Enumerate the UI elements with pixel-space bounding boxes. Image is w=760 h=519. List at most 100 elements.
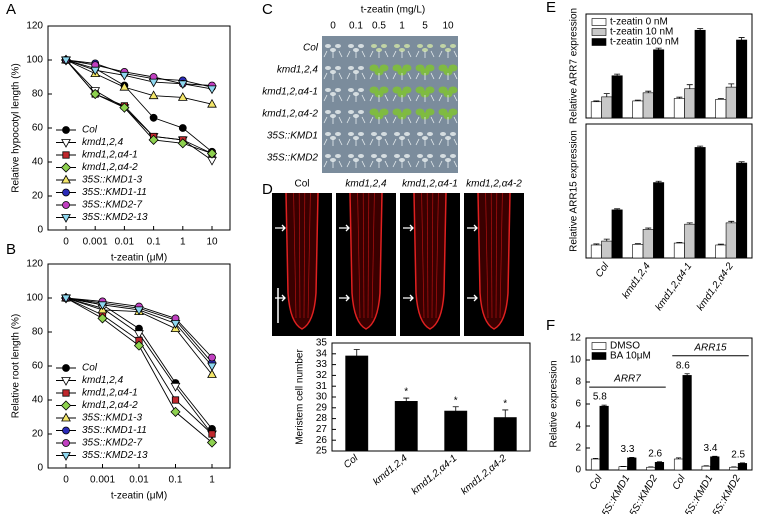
seedling	[325, 132, 331, 136]
y-tick-label: 26	[316, 435, 328, 446]
group-label: ARR7	[613, 374, 641, 385]
photo-row-label: 35S::KMD2	[267, 153, 319, 164]
marker	[63, 440, 70, 447]
y-tick-label: 27	[316, 424, 328, 435]
seedling	[335, 44, 341, 48]
y-tick-label: 2	[575, 443, 581, 454]
y-tick-label: 31	[316, 381, 328, 392]
y-axis-label: Relative root length (%)	[11, 314, 22, 419]
seedling	[371, 154, 377, 158]
bar	[395, 401, 417, 451]
marker	[179, 125, 186, 132]
legend-label: kmd1,2,4	[82, 375, 124, 386]
y-axis-label: Relative hypocotyl length (%)	[11, 63, 22, 193]
y-tick-label: 120	[26, 259, 43, 270]
legend-swatch	[592, 39, 606, 46]
y-tick-label: 25	[316, 446, 328, 457]
marker	[63, 202, 70, 209]
image-title: kmd1,2,α4-2	[466, 179, 522, 190]
seedling	[417, 44, 423, 48]
bar	[695, 30, 705, 118]
seedling	[403, 87, 412, 94]
marker	[150, 114, 157, 121]
y-axis-label: Relative ARR15 expression	[569, 130, 580, 252]
seedling	[358, 132, 364, 136]
seedling	[348, 154, 354, 158]
photo-title: t-zeatin (mg/L)	[361, 5, 425, 16]
bar	[674, 459, 683, 470]
seedling	[380, 109, 389, 116]
y-tick-label: 120	[26, 21, 43, 32]
y-tick-label: 29	[316, 402, 328, 413]
legend-label: 35S::KMD2-7	[82, 200, 142, 211]
y-tick-label: 80	[32, 89, 44, 100]
photo-column-label: 0.5	[372, 21, 386, 32]
group-label: ARR15	[693, 342, 727, 353]
bar	[726, 87, 736, 118]
seedling	[325, 66, 331, 70]
seedling	[348, 66, 354, 70]
bar	[695, 147, 705, 258]
legend-label: 35S::KMD2-13	[82, 212, 148, 223]
x-tick-label: 0.001	[90, 475, 115, 486]
bar	[738, 463, 747, 470]
seedling	[403, 65, 412, 72]
seedling	[325, 88, 331, 92]
image-title: kmd1,2,α4-1	[402, 179, 458, 190]
y-tick-label: 34	[316, 348, 328, 359]
photo-column-label: 10	[442, 21, 454, 32]
marker	[63, 152, 69, 158]
seedling	[394, 132, 400, 136]
photo-column-label: 5	[422, 21, 428, 32]
photo-column-label: 1	[399, 21, 405, 32]
seedling	[449, 109, 458, 116]
seedling	[426, 65, 435, 72]
seedling	[335, 154, 341, 158]
y-tick-label: 40	[32, 395, 44, 406]
bar	[591, 245, 601, 258]
panel-letter: A	[6, 1, 16, 18]
marker	[172, 397, 178, 403]
legend-label: 35S::KMD1-3	[82, 175, 142, 186]
seedling	[381, 44, 387, 48]
photo-row-label: kmd1,2,α4-2	[262, 109, 318, 120]
legend-label: kmd1,2,4	[82, 137, 124, 148]
root-outline	[350, 193, 382, 329]
legend-label: t-zeatin 100 nM	[610, 37, 679, 48]
seedling	[404, 154, 410, 158]
bar	[736, 163, 746, 258]
annotation: 5.8	[593, 392, 607, 403]
y-tick-label: 20	[32, 429, 44, 440]
y-tick-label: 0	[575, 465, 581, 476]
marker	[209, 354, 216, 361]
bar	[736, 40, 746, 118]
x-tick-label: 0	[63, 237, 69, 248]
seedling	[348, 110, 354, 114]
y-tick-label: 4	[575, 421, 581, 432]
panel-letter: D	[262, 181, 273, 198]
photo-row-label: Col	[303, 43, 319, 54]
bar	[653, 50, 663, 118]
legend-label: 35S::KMD2-7	[82, 438, 142, 449]
x-tick-label: 0	[63, 475, 69, 486]
seedling	[358, 88, 364, 92]
y-tick-label: 33	[316, 359, 328, 370]
annotation: 2.5	[731, 450, 745, 461]
photo-row-label: 35S::KMD1	[267, 131, 318, 142]
seedling	[440, 44, 446, 48]
annotation: 3.4	[704, 443, 718, 454]
seedling	[426, 87, 435, 94]
annotation: 2.6	[648, 448, 662, 459]
bar	[591, 102, 601, 118]
y-tick-label: 0	[37, 225, 43, 236]
seedling	[358, 44, 364, 48]
legend-swatch	[592, 19, 606, 26]
bar	[647, 467, 656, 470]
marker	[209, 431, 215, 437]
seedling	[358, 110, 364, 114]
annotation: 8.6	[676, 360, 690, 371]
panel-letter: B	[6, 241, 16, 258]
seedling	[450, 44, 456, 48]
legend-label: BA 10μM	[610, 351, 651, 362]
